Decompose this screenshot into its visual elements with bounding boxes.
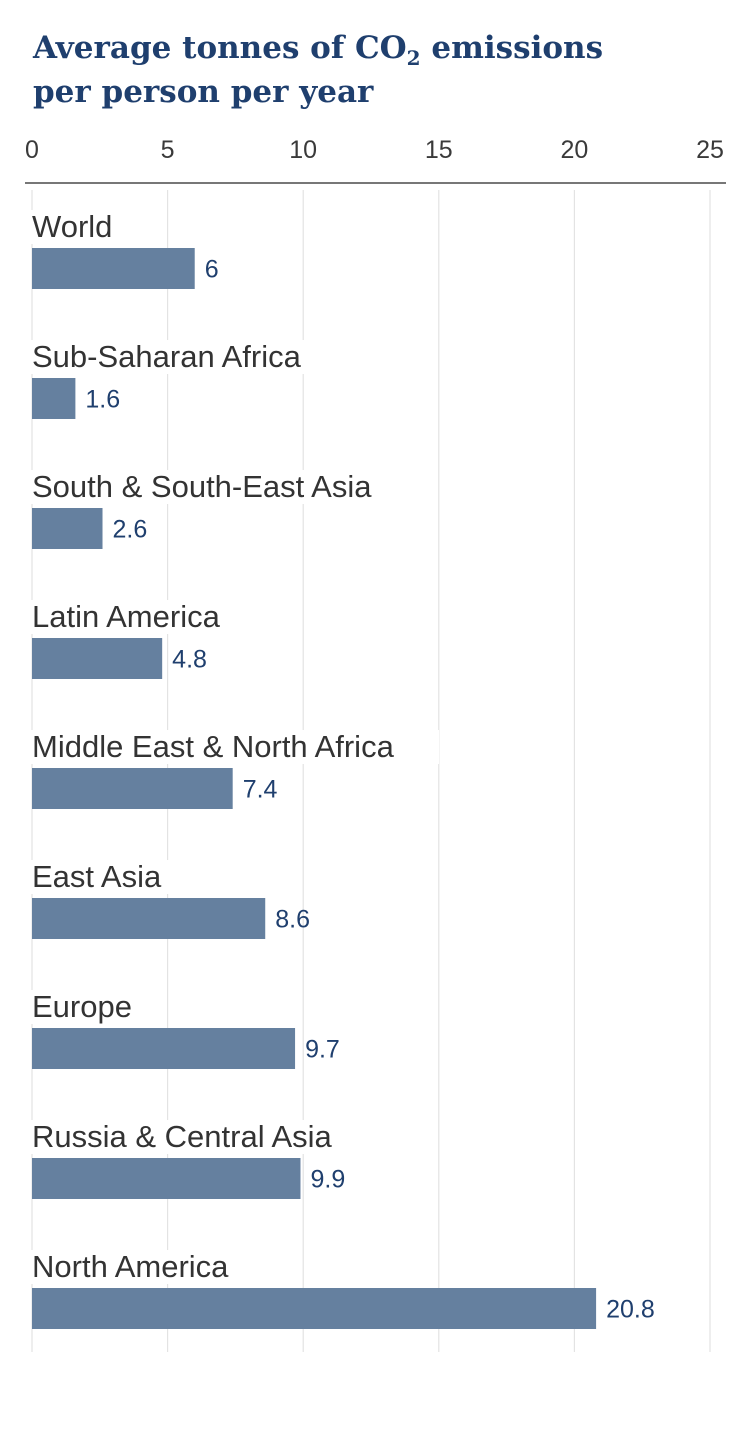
chart-title-subscript: 2	[407, 46, 421, 70]
value-label: 7.4	[243, 776, 278, 804]
category-label: South & South-East Asia	[32, 469, 372, 504]
bar-group: World 6	[28, 209, 219, 289]
x-tick-label: 10	[289, 136, 317, 164]
bar-group: South & South-East Asia 2.6	[28, 469, 393, 549]
category-label-background	[28, 730, 439, 764]
bar-group: Europe 9.7	[28, 989, 340, 1069]
category-label-background	[28, 1250, 238, 1284]
category-label: North America	[32, 1249, 229, 1284]
bar	[32, 898, 266, 939]
bar	[32, 1028, 296, 1069]
bar-group: Sub-Saharan Africa 1.6	[28, 339, 315, 419]
bar	[32, 1158, 301, 1199]
category-label-background	[28, 470, 393, 504]
chart-title-line-2: per person per year	[33, 74, 374, 110]
value-label: 9.9	[310, 1166, 345, 1194]
bar	[32, 638, 163, 679]
bar	[32, 248, 195, 289]
chart-title-suffix: emissions	[421, 30, 603, 66]
bar-group: Latin America 4.8	[28, 599, 238, 679]
bar-group: Middle East & North Africa 7.4	[28, 729, 439, 809]
value-label: 1.6	[85, 386, 120, 414]
bar-group: North America 20.8	[28, 1249, 655, 1329]
category-label-background	[28, 340, 315, 374]
bar-group: Russia & Central Asia 9.9	[28, 1119, 362, 1199]
chart-title-prefix: Average tonnes of CO	[32, 30, 407, 66]
bar	[32, 768, 233, 809]
category-label-background	[28, 600, 238, 634]
value-label: 4.8	[172, 646, 207, 674]
category-label: Sub-Saharan Africa	[32, 339, 302, 374]
bar	[32, 378, 76, 419]
value-label: 2.6	[113, 516, 148, 544]
value-label: 20.8	[606, 1296, 655, 1324]
bars: World 6 Sub-Saharan Africa 1.6 South & South…	[28, 209, 655, 1329]
category-label: Europe	[32, 989, 132, 1024]
value-label: 9.7	[305, 1036, 340, 1064]
chart-title-line-1: Average tonnes of CO2 emissions	[32, 30, 603, 70]
x-tick-label: 5	[161, 136, 175, 164]
bar	[32, 1288, 597, 1329]
bar	[32, 508, 103, 549]
category-label: East Asia	[32, 859, 162, 894]
category-label: Middle East & North Africa	[32, 729, 395, 764]
category-label: Latin America	[32, 599, 221, 634]
x-tick-label: 15	[425, 136, 453, 164]
category-label-background	[28, 990, 129, 1024]
x-tick-label: 25	[696, 136, 724, 164]
category-label-background	[28, 1120, 362, 1154]
x-tick-label: 0	[25, 136, 39, 164]
category-label: World	[32, 209, 112, 244]
bar-group: East Asia 8.6	[28, 859, 310, 939]
category-label-background	[28, 210, 114, 244]
value-label: 6	[205, 256, 219, 284]
x-axis-ticks: 0 5 10 15 20 25	[25, 136, 724, 164]
category-label-background	[28, 860, 176, 894]
value-label: 8.6	[275, 906, 310, 934]
x-tick-label: 20	[560, 136, 588, 164]
category-label: Russia & Central Asia	[32, 1119, 333, 1154]
